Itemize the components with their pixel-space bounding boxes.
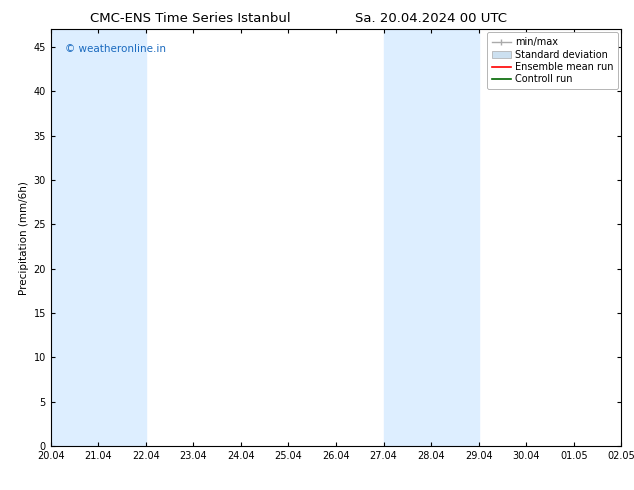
Bar — [384, 29, 479, 446]
Text: CMC-ENS Time Series Istanbul: CMC-ENS Time Series Istanbul — [90, 12, 290, 25]
Legend: min/max, Standard deviation, Ensemble mean run, Controll run: min/max, Standard deviation, Ensemble me… — [487, 32, 618, 89]
Text: Sa. 20.04.2024 00 UTC: Sa. 20.04.2024 00 UTC — [355, 12, 507, 25]
Bar — [51, 29, 146, 446]
Y-axis label: Precipitation (mm/6h): Precipitation (mm/6h) — [19, 181, 29, 294]
Text: © weatheronline.in: © weatheronline.in — [65, 44, 166, 54]
